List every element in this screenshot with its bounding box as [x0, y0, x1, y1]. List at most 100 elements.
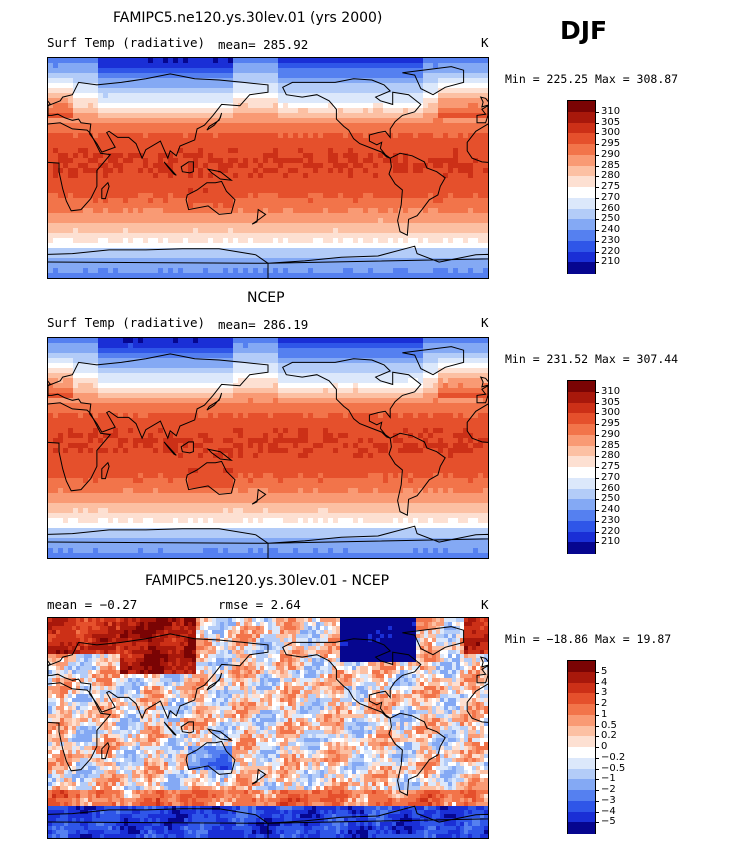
- field-cell: [83, 213, 89, 219]
- field-cell: [148, 383, 154, 389]
- field-cell: [483, 268, 488, 274]
- field-cell: [48, 108, 54, 114]
- field-cell: [53, 63, 59, 69]
- field-cell: [223, 258, 229, 264]
- field-cell: [258, 233, 264, 239]
- field-cell: [403, 353, 409, 359]
- field-cell: [358, 78, 364, 84]
- field-cell: [258, 273, 264, 278]
- field-cell: [53, 233, 59, 239]
- field-cell: [273, 148, 279, 154]
- field-cell: [288, 193, 294, 199]
- field-cell: [253, 228, 259, 234]
- field-cell: [413, 78, 419, 84]
- field-cell: [68, 78, 74, 84]
- field-cell: [428, 233, 434, 239]
- field-cell: [123, 338, 129, 344]
- field-cell: [58, 218, 64, 224]
- field-cell: [273, 383, 279, 389]
- field-cell: [303, 203, 309, 209]
- field-cell: [123, 238, 129, 244]
- field-cell: [438, 223, 444, 229]
- field-cell: [113, 128, 119, 134]
- field-cell: [408, 118, 414, 124]
- field-cell: [408, 113, 414, 119]
- field-cell: [378, 273, 384, 278]
- field-cell: [193, 363, 199, 369]
- field-cell: [193, 263, 199, 269]
- field-cell: [203, 93, 209, 99]
- field-cell: [353, 178, 359, 184]
- field-cell: [323, 173, 329, 179]
- field-cell: [118, 203, 124, 209]
- field-cell: [283, 253, 289, 259]
- field-cell: [143, 153, 149, 159]
- field-cell: [198, 238, 204, 244]
- field-cell: [68, 243, 74, 249]
- field-cell: [438, 213, 444, 219]
- field-cell: [113, 373, 119, 379]
- field-cell: [353, 153, 359, 159]
- field-cell: [313, 208, 319, 214]
- field-cell: [173, 343, 179, 349]
- field-cell: [383, 213, 389, 219]
- field-cell: [483, 98, 488, 104]
- field-cell: [408, 123, 414, 129]
- field-cell: [158, 103, 164, 109]
- field-cell: [483, 353, 488, 359]
- field-cell: [63, 218, 69, 224]
- field-cell: [118, 198, 124, 204]
- field-cell: [338, 383, 344, 389]
- field-cell: [393, 223, 399, 229]
- field-cell: [203, 248, 209, 254]
- field-cell: [348, 68, 354, 74]
- field-cell: [63, 143, 69, 149]
- field-cell: [143, 353, 149, 359]
- field-cell: [388, 68, 394, 74]
- field-cell: [248, 58, 254, 64]
- field-cell: [123, 118, 129, 124]
- field-cell: [463, 178, 469, 184]
- field-cell: [218, 258, 224, 264]
- field-cell: [478, 68, 484, 74]
- field-cell: [53, 183, 59, 189]
- field-cell: [198, 223, 204, 229]
- field-cell: [108, 133, 114, 139]
- field-cell: [208, 198, 214, 204]
- field-cell: [473, 228, 479, 234]
- field-cell: [448, 173, 454, 179]
- field-cell: [318, 388, 324, 394]
- field-cell: [163, 188, 169, 194]
- field-cell: [143, 93, 149, 99]
- field-cell: [303, 363, 309, 369]
- field-cell: [438, 238, 444, 244]
- field-cell: [303, 123, 309, 129]
- field-cell: [168, 63, 174, 69]
- field-cell: [353, 233, 359, 239]
- field-cell: [313, 143, 319, 149]
- field-cell: [323, 63, 329, 69]
- field-cell: [168, 373, 174, 379]
- field-cell: [478, 253, 484, 259]
- field-cell: [198, 243, 204, 249]
- field-cell: [368, 208, 374, 214]
- field-cell: [243, 233, 249, 239]
- field-cell: [393, 78, 399, 84]
- field-cell: [463, 263, 469, 269]
- field-cell: [128, 368, 134, 374]
- field-cell: [218, 78, 224, 84]
- field-cell: [193, 148, 199, 154]
- field-cell: [263, 63, 269, 69]
- field-cell: [58, 103, 64, 109]
- field-cell: [468, 233, 474, 239]
- field-cell: [63, 353, 69, 359]
- field-cell: [383, 138, 389, 144]
- field-cell: [373, 238, 379, 244]
- field-cell: [83, 63, 89, 69]
- field-cell: [223, 73, 229, 79]
- field-cell: [398, 353, 404, 359]
- field-cell: [428, 108, 434, 114]
- field-cell: [473, 138, 479, 144]
- field-cell: [458, 108, 464, 114]
- field-cell: [138, 143, 144, 149]
